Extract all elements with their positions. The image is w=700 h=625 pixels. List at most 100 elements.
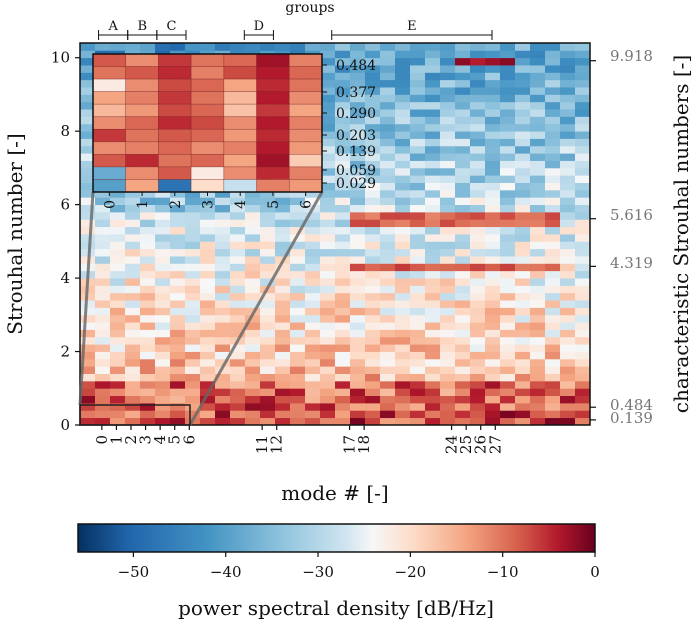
heatmap-cell — [80, 234, 96, 242]
heatmap-cell — [365, 241, 381, 250]
heatmap-cell — [335, 263, 351, 272]
heatmap-cell — [350, 344, 366, 352]
inset-cell — [125, 128, 159, 143]
heatmap-cell — [305, 285, 321, 294]
heatmap-cell — [305, 263, 321, 272]
inset-cell — [256, 179, 290, 193]
heatmap-cell — [545, 388, 561, 397]
heatmap-cell — [155, 226, 171, 235]
heatmap-cell — [395, 322, 411, 330]
heatmap-cell — [575, 395, 590, 404]
heatmap-cell — [485, 182, 501, 191]
heatmap-cell — [155, 43, 171, 51]
inset-cell — [223, 91, 257, 105]
heatmap-cell — [515, 351, 531, 360]
heatmap-cell — [305, 256, 321, 264]
heatmap-cell — [155, 197, 171, 206]
heatmap-cell — [425, 410, 441, 419]
heatmap-cell — [140, 344, 156, 352]
heatmap-cell — [410, 388, 426, 397]
heatmap-cell — [335, 314, 351, 323]
heatmap-cell — [95, 351, 111, 360]
heatmap-cell — [545, 175, 561, 183]
heatmap-cell — [395, 211, 411, 220]
heatmap-cell — [245, 395, 261, 404]
heatmap-cell — [425, 116, 441, 125]
inset-cell — [288, 128, 323, 143]
heatmap-cell — [260, 219, 276, 228]
heatmap-cell — [140, 388, 156, 397]
heatmap-cell — [575, 314, 590, 323]
heatmap-cell — [245, 388, 261, 397]
heatmap-cell — [230, 234, 246, 242]
heatmap-cell — [425, 270, 441, 279]
heatmap-cell — [365, 175, 381, 183]
heatmap-cell — [380, 226, 396, 235]
heatmap-cell — [560, 94, 576, 103]
heatmap-cell — [200, 204, 216, 213]
heatmap-cell — [185, 314, 201, 323]
heatmap-cell — [185, 373, 201, 382]
heatmap-cell — [395, 366, 411, 374]
heatmap-cell — [365, 160, 381, 169]
heatmap-cell — [140, 263, 156, 272]
heatmap-cell — [500, 380, 516, 389]
heatmap-cell — [470, 410, 486, 419]
heatmap-cell — [140, 43, 156, 51]
heatmap-cell — [290, 322, 306, 330]
heatmap-cell — [380, 87, 396, 95]
heatmap-cell — [515, 43, 531, 51]
heatmap-cell — [530, 410, 546, 419]
heatmap-cell — [275, 373, 291, 382]
heatmap-cell — [530, 344, 546, 352]
heatmap-cell — [455, 123, 471, 132]
heatmap-cell — [425, 380, 441, 389]
heatmap-cell — [365, 234, 381, 242]
heatmap-cell — [365, 292, 381, 301]
heatmap-cell — [575, 138, 590, 147]
heatmap-cell — [245, 402, 261, 411]
heatmap-cell — [425, 153, 441, 161]
heatmap-cell — [365, 182, 381, 191]
heatmap-cell — [410, 270, 426, 279]
heatmap-cell — [185, 43, 201, 51]
heatmap-cell — [530, 189, 546, 198]
heatmap-cell — [560, 204, 576, 213]
heatmap-cell — [320, 336, 336, 345]
inset-cell — [190, 78, 225, 92]
heatmap-cell — [200, 417, 216, 425]
heatmap-cell — [485, 417, 501, 425]
heatmap-cell — [410, 410, 426, 419]
heatmap-cell — [575, 94, 590, 103]
heatmap-cell — [200, 373, 216, 382]
heatmap-cell — [215, 300, 231, 308]
heatmap-cell — [155, 219, 171, 228]
heatmap-cell — [395, 263, 411, 272]
heatmap-cell — [470, 219, 486, 228]
heatmap-cell — [470, 329, 486, 338]
heatmap-cell — [185, 344, 201, 352]
heatmap-cell — [185, 278, 201, 286]
heatmap-cell — [560, 292, 576, 301]
heatmap-cell — [170, 292, 186, 301]
heatmap-cell — [410, 167, 426, 176]
colorbar-tick-label: −20 — [395, 563, 427, 581]
heatmap-cell — [260, 358, 276, 367]
heatmap-cell — [320, 358, 336, 367]
heatmap-cell — [425, 160, 441, 169]
heatmap-cell — [455, 336, 471, 345]
heatmap-cell — [470, 87, 486, 95]
heatmap-cell — [260, 300, 276, 308]
heatmap-cell — [125, 256, 141, 264]
heatmap-cell — [305, 241, 321, 250]
heatmap-cell — [125, 278, 141, 286]
heatmap-cell — [365, 189, 381, 198]
heatmap-cell — [185, 410, 201, 419]
heatmap-cell — [200, 263, 216, 272]
heatmap-cell — [290, 256, 306, 264]
heatmap-cell — [560, 43, 576, 51]
heatmap-cell — [245, 322, 261, 330]
heatmap-cell — [425, 322, 441, 330]
heatmap-cell — [515, 160, 531, 169]
heatmap-cell — [365, 358, 381, 367]
